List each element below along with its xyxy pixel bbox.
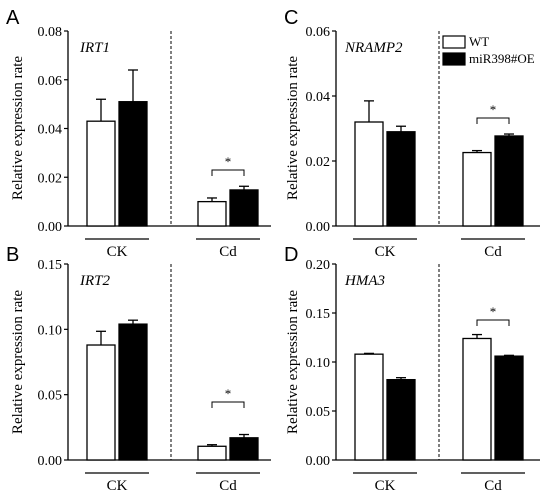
plot-b: 0.00 0.05 0.10 0.15 CK Cd * <box>38 258 271 494</box>
category-label-a: Cd <box>219 244 237 260</box>
significance-bracket-a <box>211 169 245 176</box>
bar-b-ck-oe <box>118 323 148 461</box>
bar-b-ck-wt <box>86 344 116 461</box>
y-tick-label-a: 0.02 <box>38 171 63 186</box>
significance-bracket-b <box>211 401 245 408</box>
gene-title-b: IRT2 <box>79 273 111 289</box>
bar-b-cd-oe <box>229 437 259 461</box>
y-tick-label-c: 0.00 <box>306 220 331 235</box>
y-tick-label-d: 0.00 <box>306 454 331 469</box>
y-tick-label-a: 0.00 <box>38 220 63 235</box>
gene-title-c: NRAMP2 <box>344 40 403 56</box>
y-tick-label-d: 0.05 <box>306 405 331 420</box>
category-label-a: CK <box>107 244 128 260</box>
bar-d-cd-oe <box>494 355 524 461</box>
significance-bracket-c <box>476 117 510 124</box>
bar-a-ck-oe <box>118 101 148 227</box>
y-tick-label-c: 0.04 <box>306 90 331 105</box>
y-tick-label-b: 0.10 <box>38 323 63 338</box>
legend-label-wt: WT <box>469 34 489 49</box>
y-tick-label-b: 0.15 <box>38 258 63 273</box>
legend-label-oe: miR398#OE <box>469 51 535 66</box>
significance-bracket-d <box>476 319 510 326</box>
category-label-b: CK <box>107 478 128 494</box>
category-label-d: CK <box>375 478 396 494</box>
bar-d-ck-oe <box>386 378 416 461</box>
bar-d-cd-wt <box>462 337 492 461</box>
y-tick-label-a: 0.08 <box>38 25 63 40</box>
y-axis-label-a: Relative expression rate <box>10 56 26 200</box>
plot-c: 0.00 0.02 0.04 0.06 CK Cd * <box>306 25 540 260</box>
gene-title-a: IRT1 <box>79 40 110 56</box>
y-tick-label-d: 0.15 <box>306 307 331 322</box>
plot-d: 0.00 0.05 0.10 0.15 0.20 CK Cd * <box>306 258 540 494</box>
y-axis-label-d: Relative expression rate <box>285 290 301 434</box>
bar-c-cd-oe <box>494 135 524 227</box>
panel-letter-d: D <box>284 244 298 266</box>
y-tick-label-b: 0.00 <box>38 454 63 469</box>
bar-a-cd-wt <box>197 200 227 227</box>
bar-a-cd-oe <box>229 189 259 227</box>
panel-letter-c: C <box>284 7 298 29</box>
y-axis-label-c: Relative expression rate <box>285 56 301 200</box>
category-label-c: CK <box>375 244 396 260</box>
y-tick-label-a: 0.06 <box>38 74 63 89</box>
y-tick-label-c: 0.06 <box>306 25 331 40</box>
y-axis-label-b: Relative expression rate <box>10 290 26 434</box>
significance-star-c: * <box>490 102 497 117</box>
bar-c-cd-wt <box>462 151 492 227</box>
gene-title-d: HMA3 <box>344 273 385 289</box>
y-tick-label-b: 0.05 <box>38 389 63 404</box>
bar-c-ck-wt <box>354 121 384 227</box>
category-label-d: Cd <box>484 478 502 494</box>
y-tick-label-d: 0.10 <box>306 356 331 371</box>
plot-a: 0.00 0.02 0.04 0.06 0.08 CK Cd * <box>38 25 271 260</box>
y-tick-label-d: 0.20 <box>306 258 331 273</box>
bar-c-ck-oe <box>386 131 416 227</box>
legend-swatch-wt <box>442 35 466 49</box>
significance-star-b: * <box>225 386 232 401</box>
significance-star-a: * <box>225 154 232 169</box>
bar-b-cd-wt <box>197 445 227 461</box>
bar-d-ck-wt <box>354 353 384 461</box>
y-tick-label-a: 0.04 <box>38 123 63 138</box>
legend-swatch-oe <box>442 52 466 66</box>
bar-a-ck-wt <box>86 120 116 227</box>
category-label-c: Cd <box>484 244 502 260</box>
y-tick-label-c: 0.02 <box>306 155 331 170</box>
panel-letter-a: A <box>6 7 20 29</box>
category-label-b: Cd <box>219 478 237 494</box>
panel-letter-b: B <box>6 244 19 266</box>
significance-star-d: * <box>490 304 497 319</box>
